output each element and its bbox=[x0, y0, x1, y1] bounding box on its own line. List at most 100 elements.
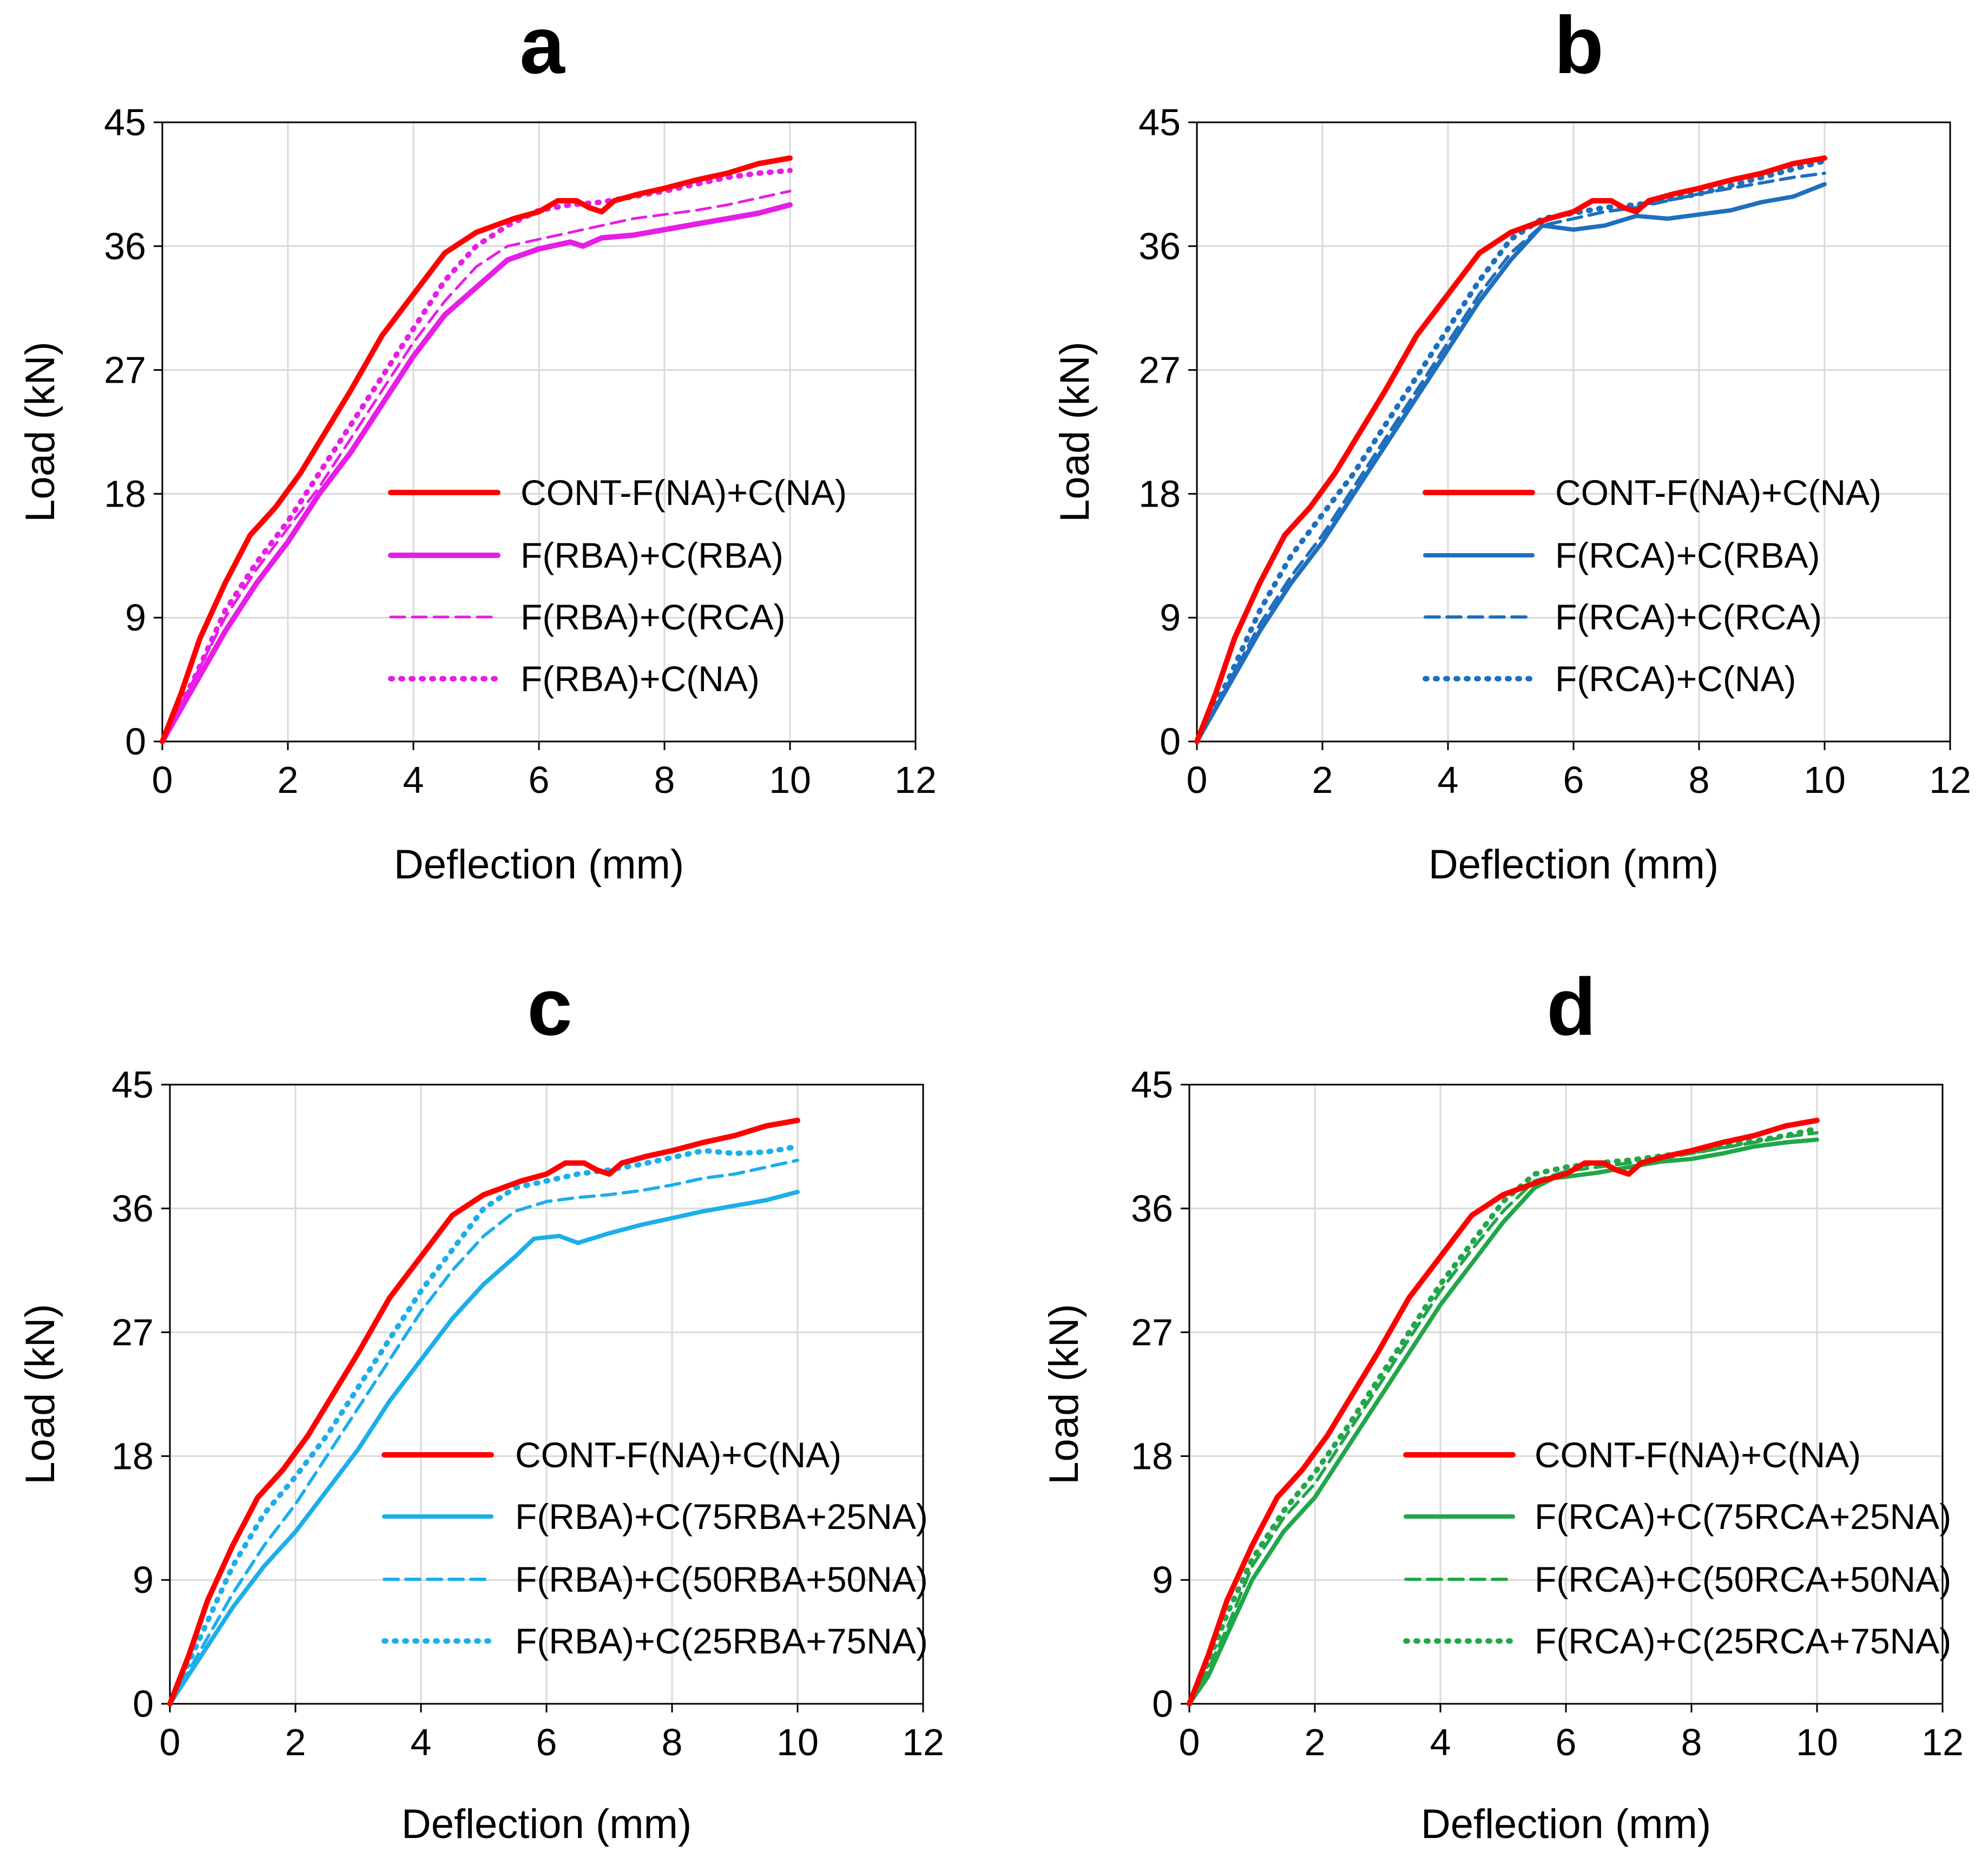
y-tick-label: 36 bbox=[1131, 1187, 1173, 1230]
legend-label-cont: CONT-F(NA)+C(NA) bbox=[521, 472, 847, 513]
y-tick-label: 18 bbox=[111, 1435, 154, 1477]
panel-a-title: a bbox=[519, 0, 565, 90]
panel-b-legend: CONT-F(NA)+C(NA) F(RCA)+C(RBA) F(RCA)+C(… bbox=[1423, 472, 1881, 699]
series-line bbox=[160, 202, 793, 744]
legend-label-rba-rca: F(RBA)+C(RCA) bbox=[521, 597, 786, 637]
series-line bbox=[1187, 1118, 1820, 1706]
legend-label-cont: CONT-F(NA)+C(NA) bbox=[515, 1435, 841, 1475]
y-tick-label: 36 bbox=[104, 225, 146, 267]
legend-label-75rca: F(RCA)+C(75RCA+25NA) bbox=[1535, 1496, 1951, 1537]
series-line bbox=[160, 168, 793, 744]
y-tick-label: 18 bbox=[1138, 472, 1181, 515]
legend-label-cont: CONT-F(NA)+C(NA) bbox=[1535, 1435, 1861, 1475]
y-tick-label: 18 bbox=[1131, 1435, 1173, 1477]
panel-c-series bbox=[167, 1118, 800, 1706]
panel-b-title: b bbox=[1554, 0, 1604, 90]
x-tick-label: 12 bbox=[1921, 1721, 1964, 1763]
y-tick-label: 27 bbox=[111, 1311, 154, 1354]
x-tick-label: 10 bbox=[776, 1721, 819, 1763]
x-tick-label: 0 bbox=[1179, 1721, 1200, 1763]
y-tick-label: 36 bbox=[1138, 225, 1181, 267]
series-line bbox=[1195, 182, 1827, 744]
y-tick-label: 36 bbox=[111, 1187, 154, 1230]
panel-c-x-axis-label: Deflection (mm) bbox=[401, 1801, 692, 1847]
panel-b: b 0 2 4 6 8 10 12 0 9 18 27 36 45 Deflection (mm) Lo… bbox=[1052, 0, 1971, 888]
legend-label-rca-rca: F(RCA)+C(RCA) bbox=[1555, 597, 1822, 637]
panel-d-title: d bbox=[1546, 961, 1596, 1052]
y-tick-label: 18 bbox=[104, 472, 146, 515]
series-line bbox=[167, 1144, 800, 1706]
panel-b-y-axis-label: Load (kN) bbox=[1052, 342, 1098, 522]
y-tick-label: 9 bbox=[1160, 596, 1181, 639]
x-tick-label: 6 bbox=[1563, 759, 1584, 801]
x-tick-label: 0 bbox=[1187, 759, 1208, 801]
series-line bbox=[167, 1118, 800, 1706]
series-line bbox=[168, 1190, 800, 1706]
y-tick-label: 0 bbox=[133, 1683, 154, 1725]
y-tick-label: 27 bbox=[1131, 1311, 1173, 1354]
x-tick-label: 4 bbox=[403, 759, 424, 801]
y-tick-label: 9 bbox=[133, 1559, 154, 1601]
x-tick-label: 4 bbox=[1438, 759, 1459, 801]
legend-label-cont: CONT-F(NA)+C(NA) bbox=[1555, 472, 1881, 513]
series-line bbox=[1194, 155, 1827, 744]
x-tick-label: 12 bbox=[894, 759, 937, 801]
x-tick-label: 8 bbox=[1689, 759, 1710, 801]
y-tick-label: 0 bbox=[1152, 1683, 1173, 1725]
y-tick-label: 0 bbox=[1160, 720, 1181, 763]
panel-a-x-axis-label: Deflection (mm) bbox=[394, 842, 684, 888]
legend-label-25rba: F(RBA)+C(25RBA+75NA) bbox=[515, 1621, 928, 1661]
series-line bbox=[1194, 158, 1827, 744]
legend-label-rba-rba: F(RBA)+C(RBA) bbox=[521, 535, 784, 575]
panel-d-y-axis-label: Load (kN) bbox=[1041, 1304, 1087, 1485]
x-tick-label: 4 bbox=[1430, 1721, 1451, 1763]
x-tick-label: 8 bbox=[654, 759, 675, 801]
panel-c-ticks: 0 2 4 6 8 10 12 0 9 18 27 36 45 bbox=[111, 1064, 944, 1763]
legend-label-rba-na: F(RBA)+C(NA) bbox=[521, 659, 760, 699]
series-line bbox=[168, 1158, 799, 1705]
panel-a-y-axis-label: Load (kN) bbox=[17, 342, 63, 522]
x-tick-label: 8 bbox=[1681, 1721, 1702, 1763]
panel-a-series bbox=[160, 155, 793, 744]
x-tick-label: 10 bbox=[1803, 759, 1846, 801]
y-tick-label: 0 bbox=[125, 720, 146, 763]
x-tick-label: 2 bbox=[1305, 1721, 1326, 1763]
y-tick-label: 45 bbox=[1138, 101, 1181, 143]
series-line bbox=[1187, 1137, 1819, 1706]
panel-a-legend: CONT-F(NA)+C(NA) F(RBA)+C(RBA) F(RBA)+C(… bbox=[388, 472, 847, 699]
panel-d-series bbox=[1187, 1118, 1820, 1706]
legend-label-25rca: F(RCA)+C(25RCA+75NA) bbox=[1535, 1621, 1951, 1661]
panel-b-x-axis-label: Deflection (mm) bbox=[1429, 842, 1719, 888]
series-line bbox=[161, 189, 792, 743]
y-tick-label: 27 bbox=[1138, 349, 1181, 391]
x-tick-label: 0 bbox=[152, 759, 173, 801]
x-tick-label: 12 bbox=[1929, 759, 1971, 801]
panel-c-legend: CONT-F(NA)+C(NA) F(RBA)+C(75RBA+25NA) F(… bbox=[381, 1435, 928, 1661]
y-tick-label: 45 bbox=[1131, 1064, 1173, 1106]
panel-a: a 0 2 4 6 8 10 12 0 9 18 27 36 45 Deflection (mm) Lo… bbox=[17, 0, 937, 888]
legend-label-50rba: F(RBA)+C(50RBA+50NA) bbox=[515, 1559, 928, 1599]
x-tick-label: 2 bbox=[1312, 759, 1333, 801]
legend-label-50rca: F(RCA)+C(50RCA+50NA) bbox=[1535, 1559, 1951, 1599]
panel-d-legend: CONT-F(NA)+C(NA) F(RCA)+C(75RCA+25NA) F(… bbox=[1403, 1435, 1951, 1661]
x-tick-label: 10 bbox=[1796, 1721, 1838, 1763]
y-tick-label: 27 bbox=[104, 349, 146, 391]
x-tick-label: 6 bbox=[536, 1721, 557, 1763]
y-tick-label: 9 bbox=[1152, 1559, 1173, 1601]
x-tick-label: 2 bbox=[285, 1721, 306, 1763]
panel-b-series bbox=[1194, 155, 1827, 744]
x-tick-label: 6 bbox=[1556, 1721, 1577, 1763]
panel-b-ticks: 0 2 4 6 8 10 12 0 9 18 27 36 45 bbox=[1138, 101, 1971, 801]
x-tick-label: 2 bbox=[278, 759, 299, 801]
panel-c-y-axis-label: Load (kN) bbox=[17, 1304, 63, 1485]
panel-d: d 0 2 4 6 8 10 12 0 9 18 27 36 45 Deflection (mm) Lo… bbox=[1041, 961, 1964, 1847]
x-tick-label: 8 bbox=[662, 1721, 683, 1763]
series-line bbox=[160, 155, 793, 744]
panel-c: c 0 2 4 6 8 10 12 0 9 18 27 36 45 Deflection (mm) Lo… bbox=[17, 961, 944, 1847]
panel-d-ticks: 0 2 4 6 8 10 12 0 9 18 27 36 45 bbox=[1131, 1064, 1964, 1763]
x-tick-label: 10 bbox=[769, 759, 811, 801]
y-tick-label: 45 bbox=[111, 1064, 154, 1106]
x-tick-label: 12 bbox=[902, 1721, 944, 1763]
